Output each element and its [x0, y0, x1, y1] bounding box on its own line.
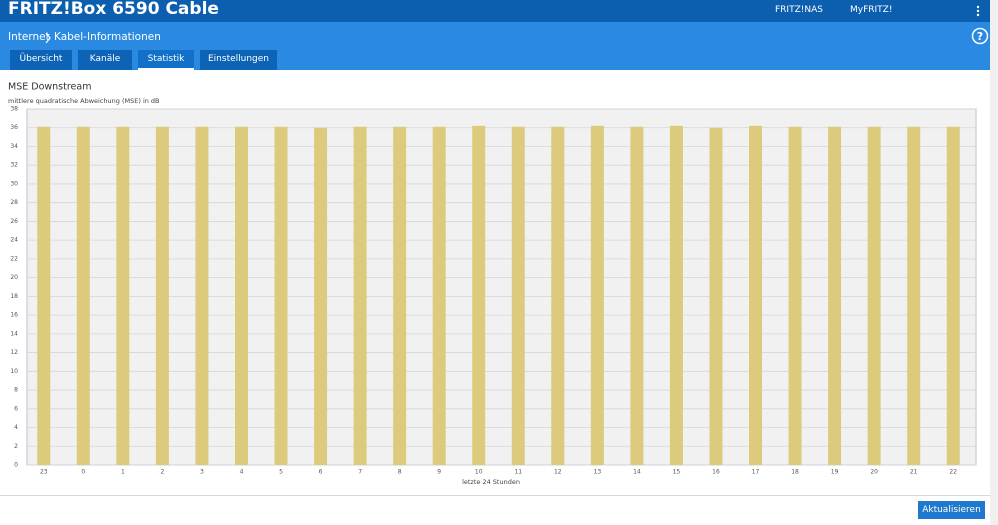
bar — [630, 126, 644, 466]
bar — [116, 126, 130, 466]
help-text: ? — [977, 30, 983, 43]
y-tick-label: 32 — [10, 162, 18, 169]
bar — [472, 125, 486, 465]
x-tick-label: 10 — [475, 469, 483, 476]
x-tick-label: 17 — [752, 469, 760, 476]
y-tick-label: 36 — [10, 124, 18, 131]
bar — [37, 126, 51, 466]
x-tick-label: 7 — [358, 469, 362, 476]
plot-area — [26, 108, 977, 466]
y-tick-label: 12 — [10, 349, 18, 356]
x-tick-label: 6 — [319, 469, 323, 476]
x-tick-label: 23 — [40, 469, 48, 476]
chevron — [45, 32, 51, 44]
bar — [353, 126, 367, 466]
y-tick-label: 14 — [10, 330, 18, 337]
x-tick-label: 4 — [240, 469, 244, 476]
x-tick-label: 21 — [910, 469, 918, 476]
y-tick-label: 4 — [14, 424, 18, 431]
tab[interactable]: Kanäle — [78, 50, 132, 70]
breadcrumb-bar: Internet Kabel-Informationen ? Übersicht… — [0, 22, 990, 70]
y-tick-label: 18 — [10, 293, 18, 300]
x-tick-label: 22 — [949, 469, 957, 476]
x-tick-label: 3 — [200, 469, 204, 476]
y-tick-label: 22 — [10, 255, 18, 262]
product-title: FRITZ!Box 6590 Cable — [8, 0, 219, 19]
bar — [590, 125, 604, 465]
chart-subtitle: mittlere quadratische Abweichung (MSE) i… — [8, 97, 160, 105]
bar — [749, 125, 763, 465]
nav-link[interactable]: MyFRITZ! — [850, 5, 893, 15]
bar — [709, 127, 723, 465]
bar — [669, 125, 683, 465]
x-tick-label: 11 — [514, 469, 522, 476]
bar — [946, 126, 960, 466]
y-tick-label: 34 — [10, 143, 18, 150]
y-tick-label: 2 — [14, 443, 18, 450]
tab[interactable]: Übersicht — [10, 50, 72, 70]
bar — [432, 126, 446, 466]
y-tick-label: 20 — [10, 274, 18, 281]
chart: MSE Downstream mittlere quadratische Abw… — [8, 82, 977, 486]
separator — [0, 495, 990, 496]
bar — [314, 127, 328, 465]
x-tick-label: 13 — [594, 469, 602, 476]
chart-title: MSE Downstream — [8, 82, 91, 93]
scrollbar — [990, 0, 998, 525]
bar — [234, 126, 248, 466]
x-tick-label: 16 — [712, 469, 720, 476]
y-tick-label: 8 — [14, 387, 18, 394]
x-tick-label: 1 — [121, 469, 125, 476]
bar — [551, 126, 565, 466]
x-tick-label: 8 — [398, 469, 402, 476]
breadcrumb: Kabel-Informationen — [54, 31, 161, 43]
x-tick-label: 19 — [831, 469, 839, 476]
tab[interactable]: Statistik — [138, 50, 194, 70]
x-tick-label: 20 — [870, 469, 878, 476]
x-tick-label: 9 — [437, 469, 441, 476]
bar — [788, 126, 802, 466]
x-axis-label: letzte 24 Stunden — [462, 478, 520, 486]
y-tick-label: 26 — [10, 218, 18, 225]
y-tick-label: 24 — [10, 237, 18, 244]
nav-link[interactable]: FRITZ!NAS — [775, 5, 823, 15]
x-tick-label: 2 — [160, 469, 164, 476]
bar — [274, 126, 288, 466]
bar — [828, 126, 842, 466]
bar — [907, 126, 921, 466]
x-tick-label: 18 — [791, 469, 799, 476]
top-bar: FRITZ!Box 6590 Cable FRITZ!NAS MyFRITZ! — [0, 0, 990, 22]
bar — [867, 126, 881, 466]
menu-icon[interactable] — [975, 5, 981, 19]
help-icon[interactable]: ? — [971, 27, 989, 45]
y-tick-label: 28 — [10, 199, 18, 206]
y-tick-label: 6 — [14, 405, 18, 412]
refresh-button[interactable]: Aktualisieren — [918, 501, 985, 519]
x-tick-label: 5 — [279, 469, 283, 476]
y-tick-label: 0 — [14, 462, 18, 469]
y-tick-label: 10 — [10, 368, 18, 375]
y-tick-label: 38 — [10, 106, 18, 113]
bar — [195, 126, 209, 466]
bar — [155, 126, 169, 466]
bar — [393, 126, 407, 466]
breadcrumb[interactable]: Internet — [8, 31, 50, 43]
bar — [76, 126, 90, 466]
tab[interactable]: Einstellungen — [200, 50, 277, 70]
x-tick-label: 14 — [633, 469, 641, 476]
y-tick-label: 30 — [10, 180, 18, 187]
x-tick-label: 0 — [81, 469, 85, 476]
y-tick-label: 16 — [10, 312, 18, 319]
x-tick-label: 12 — [554, 469, 562, 476]
bar — [511, 126, 525, 466]
x-tick-label: 15 — [673, 469, 681, 476]
